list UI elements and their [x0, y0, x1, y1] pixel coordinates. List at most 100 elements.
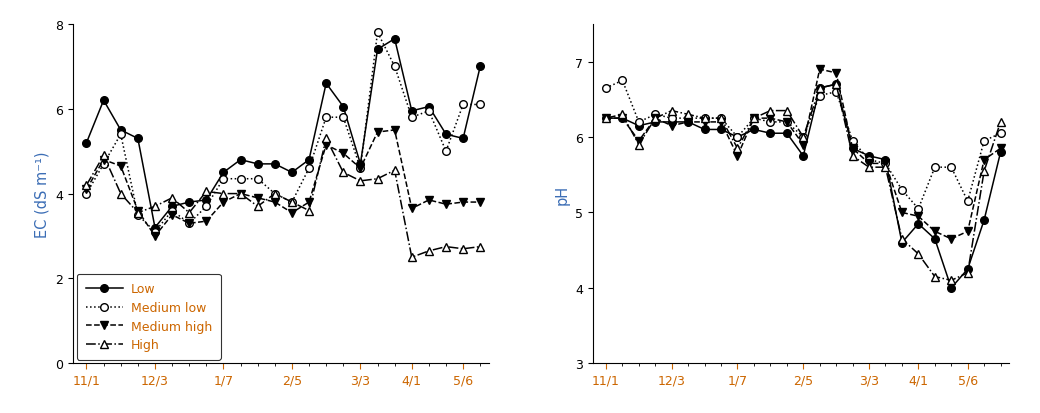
Medium low: [286, 200, 298, 205]
Low: [912, 222, 925, 227]
High: [440, 244, 452, 249]
Medium low: [337, 116, 349, 121]
Low: [714, 128, 727, 133]
Medium high: [371, 130, 384, 135]
Low: [252, 162, 264, 167]
Low: [632, 124, 645, 129]
Medium high: [649, 116, 661, 121]
High: [183, 211, 196, 216]
Medium high: [440, 202, 452, 207]
Medium low: [371, 31, 384, 36]
Medium high: [422, 198, 435, 203]
Medium high: [252, 196, 264, 201]
Medium low: [268, 192, 281, 197]
Low: [863, 154, 876, 159]
Low: [847, 147, 859, 152]
High: [337, 171, 349, 176]
Medium high: [600, 116, 613, 121]
Medium low: [388, 65, 400, 70]
Medium low: [474, 103, 487, 108]
Medium low: [830, 90, 842, 95]
High: [457, 247, 469, 252]
Medium high: [813, 67, 826, 72]
Low: [682, 120, 695, 125]
Low: [879, 158, 891, 163]
High: [764, 109, 777, 114]
High: [945, 278, 958, 283]
Medium low: [748, 116, 760, 121]
Medium high: [978, 158, 990, 163]
Low: [616, 116, 628, 121]
Medium low: [994, 131, 1007, 136]
Medium high: [406, 206, 418, 211]
Medium low: [440, 150, 452, 154]
Medium high: [616, 116, 628, 121]
Medium high: [268, 200, 281, 205]
High: [994, 120, 1007, 125]
Medium low: [132, 213, 145, 218]
Medium low: [813, 94, 826, 99]
Medium high: [303, 200, 315, 205]
Low: [731, 135, 744, 140]
High: [355, 179, 367, 184]
Low: [234, 158, 246, 163]
Low: [748, 128, 760, 133]
Low: [217, 171, 230, 176]
Low: [165, 204, 178, 209]
Medium high: [217, 200, 230, 205]
Medium low: [929, 165, 941, 170]
High: [797, 135, 809, 140]
Medium low: [165, 209, 178, 214]
Low: [961, 267, 973, 272]
Medium low: [731, 135, 744, 140]
Low: [406, 109, 418, 114]
Medium low: [616, 79, 628, 84]
Low: [699, 128, 711, 133]
Low: [781, 131, 794, 136]
Low: [649, 120, 661, 125]
High: [114, 192, 127, 197]
Medium high: [797, 143, 809, 148]
Medium high: [200, 219, 212, 224]
Low: [200, 198, 212, 203]
Low: [994, 150, 1007, 155]
Medium high: [474, 200, 487, 205]
Medium high: [682, 120, 695, 125]
High: [879, 165, 891, 170]
Low: [422, 105, 435, 110]
Medium high: [632, 139, 645, 144]
Medium high: [863, 161, 876, 166]
High: [252, 204, 264, 209]
High: [714, 116, 727, 121]
Medium low: [422, 109, 435, 114]
Low: [337, 105, 349, 110]
Medium low: [80, 192, 93, 197]
Medium low: [945, 165, 958, 170]
Medium high: [895, 211, 908, 216]
High: [929, 274, 941, 279]
Medium high: [714, 120, 727, 125]
Low: [797, 154, 809, 159]
Medium low: [303, 166, 315, 171]
Line: Medium high: Medium high: [82, 127, 484, 240]
Medium low: [114, 132, 127, 137]
Low: [149, 225, 161, 230]
Medium high: [781, 120, 794, 125]
Medium high: [699, 120, 711, 125]
Medium high: [165, 213, 178, 218]
Medium high: [929, 229, 941, 234]
Medium high: [830, 71, 842, 76]
Low: [764, 131, 777, 136]
Low: [98, 99, 110, 104]
Medium high: [388, 128, 400, 133]
Low: [320, 82, 333, 87]
Low: [268, 162, 281, 167]
Low: [457, 137, 469, 142]
Medium low: [649, 113, 661, 118]
High: [895, 237, 908, 242]
High: [303, 209, 315, 214]
High: [600, 116, 613, 121]
Medium high: [994, 147, 1007, 152]
High: [200, 190, 212, 195]
Low: [600, 116, 613, 121]
